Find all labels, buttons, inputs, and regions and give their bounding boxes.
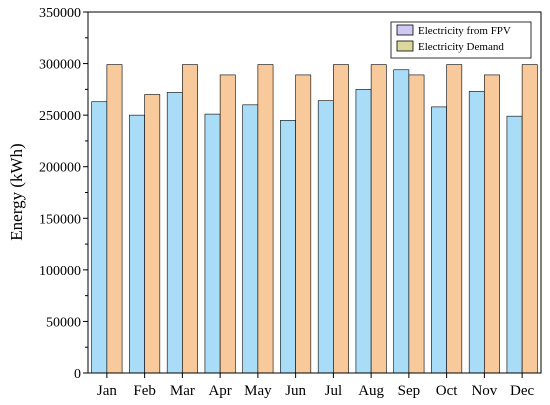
- legend-swatch-fpv: [396, 24, 414, 36]
- y-axis: 0 50000 100000 150000 200000 250000 300000 3500…: [39, 6, 88, 382]
- x-tick-label: Jul: [325, 383, 343, 399]
- bar-fpv: [431, 106, 447, 374]
- x-tick-label: Feb: [133, 383, 156, 399]
- bar-demand: [484, 74, 500, 374]
- legend-box: [390, 21, 532, 59]
- legend-label-fpv: Electricity from FPV: [418, 25, 511, 37]
- bar-fpv: [166, 92, 183, 374]
- bar-fpv: [355, 89, 372, 374]
- bar-fpv: [129, 114, 145, 374]
- bar-fpv: [242, 104, 259, 374]
- legend-label-demand: Electricity Demand: [418, 41, 504, 53]
- x-tick-label: Jan: [97, 383, 117, 399]
- y-tick-label: 350000: [39, 6, 81, 21]
- x-tick-label: Jun: [285, 383, 306, 399]
- bar-demand: [446, 64, 463, 374]
- legend-swatch-demand: [396, 40, 414, 52]
- bar-demand: [370, 64, 387, 374]
- y-tick-label: 250000: [39, 109, 81, 124]
- bar-fpv: [393, 69, 410, 374]
- bar-demand: [106, 64, 123, 374]
- x-axis: Jan Feb Mar Apr May Jun Jul Aug Sep Oct Nov Dec: [97, 373, 535, 399]
- bar-fpv: [317, 100, 334, 374]
- bars-layer: [91, 64, 538, 374]
- x-tick-label: Sep: [398, 383, 421, 399]
- bar-demand: [521, 64, 538, 374]
- bar-demand: [144, 94, 161, 374]
- bar-demand: [408, 74, 425, 374]
- x-tick-label: Mar: [170, 383, 195, 399]
- y-tick-label: 50000: [46, 315, 81, 330]
- bar-demand: [257, 64, 274, 374]
- y-tick-label: 300000: [39, 58, 81, 73]
- y-tick-label: 0: [74, 367, 81, 382]
- bar-fpv: [204, 113, 221, 374]
- y-tick-label: 150000: [39, 212, 81, 227]
- y-tick-label: 200000: [39, 161, 81, 176]
- x-tick-label: Nov: [471, 383, 497, 399]
- bar-fpv: [280, 120, 296, 374]
- x-tick-label: Dec: [510, 383, 534, 399]
- y-tick-label: 100000: [39, 264, 81, 279]
- bar-fpv: [468, 91, 485, 374]
- x-tick-label: Apr: [208, 383, 231, 399]
- legend: Electricity from FPV Electricity Demand: [390, 21, 532, 59]
- bar-demand: [219, 74, 236, 374]
- x-tick-label: Aug: [358, 383, 384, 399]
- x-tick-label: Oct: [436, 383, 458, 399]
- bar-demand: [182, 64, 198, 374]
- bar-demand: [295, 74, 312, 374]
- bar-fpv: [91, 101, 108, 374]
- bar-demand: [333, 64, 349, 374]
- y-axis-label: Energy (kWh): [7, 143, 26, 240]
- x-tick-label: May: [244, 383, 272, 399]
- bar-fpv: [506, 115, 523, 374]
